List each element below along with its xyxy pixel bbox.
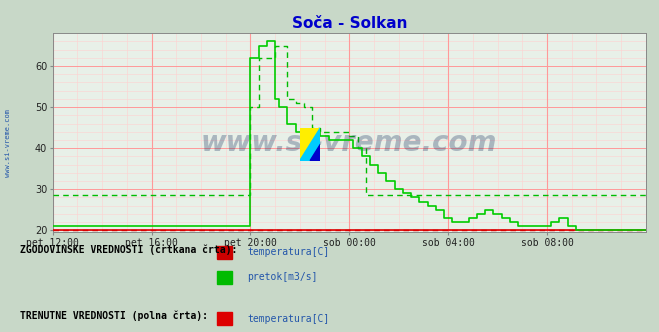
Text: temperatura[C]: temperatura[C] bbox=[247, 314, 330, 324]
Title: Soča - Solkan: Soča - Solkan bbox=[291, 16, 407, 31]
Text: www.si-vreme.com: www.si-vreme.com bbox=[201, 129, 498, 157]
Text: TRENUTNE VREDNOSTI (polna črta):: TRENUTNE VREDNOSTI (polna črta): bbox=[20, 310, 208, 321]
Text: pretok[m3/s]: pretok[m3/s] bbox=[247, 272, 318, 282]
Text: temperatura[C]: temperatura[C] bbox=[247, 247, 330, 257]
Polygon shape bbox=[300, 128, 320, 161]
Polygon shape bbox=[300, 128, 320, 161]
Text: www.si-vreme.com: www.si-vreme.com bbox=[5, 109, 11, 177]
Polygon shape bbox=[310, 144, 320, 161]
Text: ZGODOVINSKE VREDNOSTI (črtkana črta):: ZGODOVINSKE VREDNOSTI (črtkana črta): bbox=[20, 244, 237, 255]
